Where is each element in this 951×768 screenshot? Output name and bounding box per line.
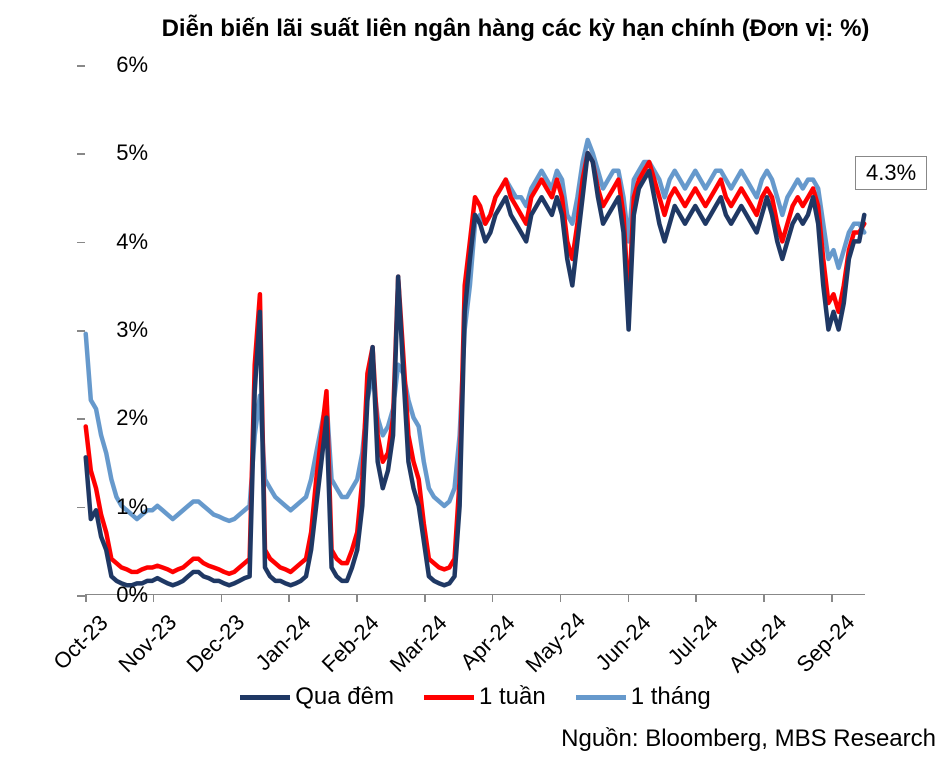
y-axis-tick-label: 0% [116, 582, 148, 608]
y-axis-tick-label: 1% [116, 494, 148, 520]
y-axis-tick-label: 6% [116, 52, 148, 78]
x-axis-tick-label: Apr-24 [452, 610, 520, 678]
chart-lines-svg [85, 65, 865, 594]
x-axis-tick-label: Aug-24 [724, 610, 792, 678]
x-axis-tick-label: Nov-23 [113, 610, 181, 678]
legend-swatch-overnight [240, 695, 290, 700]
legend-item-1week: 1 tuần [424, 683, 546, 711]
legend-label-1week: 1 tuần [479, 683, 546, 711]
x-axis-tick-label: Dec-23 [181, 610, 249, 678]
y-axis-tick-label: 5% [116, 140, 148, 166]
x-axis-tick-label: May-24 [520, 610, 588, 678]
x-axis-tick-label: Sep-24 [792, 610, 860, 678]
x-axis-tick-label: Jan-24 [249, 610, 317, 678]
x-axis-tick-label: Feb-24 [317, 610, 385, 678]
y-axis-tick-label: 2% [116, 405, 148, 431]
legend-item-overnight: Qua đêm [240, 683, 394, 711]
x-axis-tick-label: Jun-24 [588, 610, 656, 678]
legend-label-overnight: Qua đêm [295, 683, 394, 711]
legend-item-1month: 1 tháng [576, 683, 711, 711]
interbank-rate-chart: Diễn biến lãi suất liên ngân hàng các kỳ… [15, 15, 936, 753]
x-axis-tick-label: Jul-24 [656, 610, 724, 678]
value-callout: 4.3% [855, 156, 927, 190]
legend-swatch-1week [424, 695, 474, 700]
legend-label-1month: 1 tháng [631, 683, 711, 711]
chart-title: Diễn biến lãi suất liên ngân hàng các kỳ… [15, 15, 936, 43]
plot-area [85, 65, 865, 595]
y-axis-tick-label: 4% [116, 229, 148, 255]
x-axis-tick-label: Oct-23 [46, 610, 114, 678]
y-axis-tick-label: 3% [116, 317, 148, 343]
series-line-Qua-đêm [86, 153, 865, 585]
legend-swatch-1month [576, 695, 626, 700]
chart-source: Nguồn: Bloomberg, MBS Research [561, 725, 936, 753]
x-axis-tick-label: Mar-24 [385, 610, 453, 678]
chart-legend: Qua đêm 1 tuần 1 tháng [15, 683, 936, 711]
